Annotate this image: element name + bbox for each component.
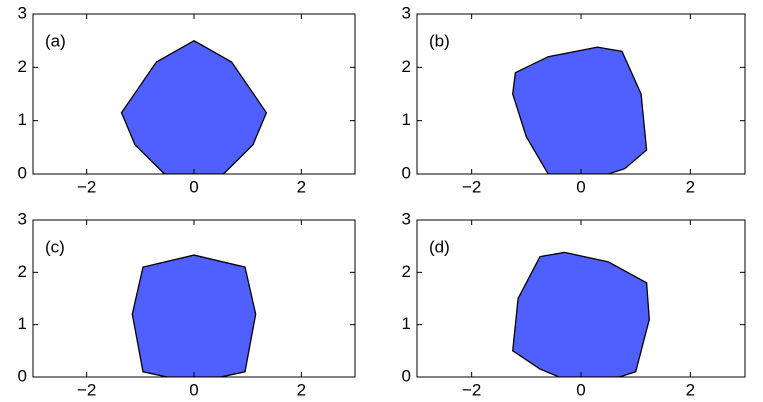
y-tick-label: 2 [402, 262, 411, 281]
y-tick-label: 2 [402, 57, 411, 76]
y-tick-label: 0 [402, 366, 411, 385]
x-tick-label: 2 [297, 380, 306, 399]
panel-label: (b) [429, 31, 450, 50]
y-tick-label: 0 [402, 163, 411, 182]
panel-label: (c) [45, 237, 65, 256]
panel-label: (d) [429, 237, 450, 256]
y-tick-label: 1 [402, 110, 411, 129]
y-tick-label: 1 [18, 110, 27, 129]
shape [120, 39, 268, 174]
y-tick-label: 2 [18, 262, 27, 281]
x-tick-label: 2 [686, 177, 695, 196]
y-tick-label: 1 [402, 314, 411, 333]
y-tick-label: 2 [18, 57, 27, 76]
x-tick-label: 0 [576, 177, 585, 196]
y-tick-label: 3 [402, 3, 411, 22]
panel-label: (a) [45, 31, 66, 50]
shape [512, 46, 648, 174]
x-tick-label: 0 [189, 177, 198, 196]
x-tick-label: 2 [686, 380, 695, 399]
y-tick-label: 0 [18, 366, 27, 385]
x-tick-label: 0 [189, 380, 198, 399]
y-tick-label: 3 [18, 3, 27, 22]
y-tick-label: 1 [18, 314, 27, 333]
shape [512, 251, 650, 377]
x-tick-label: 0 [576, 380, 585, 399]
x-tick-label: −2 [77, 177, 96, 196]
y-tick-label: 3 [402, 209, 411, 228]
x-tick-label: −2 [77, 380, 96, 399]
y-tick-label: 3 [18, 209, 27, 228]
shape [131, 254, 257, 377]
x-tick-label: −2 [462, 177, 481, 196]
x-tick-label: 2 [297, 177, 306, 196]
y-tick-label: 0 [18, 163, 27, 182]
x-tick-label: −2 [462, 380, 481, 399]
